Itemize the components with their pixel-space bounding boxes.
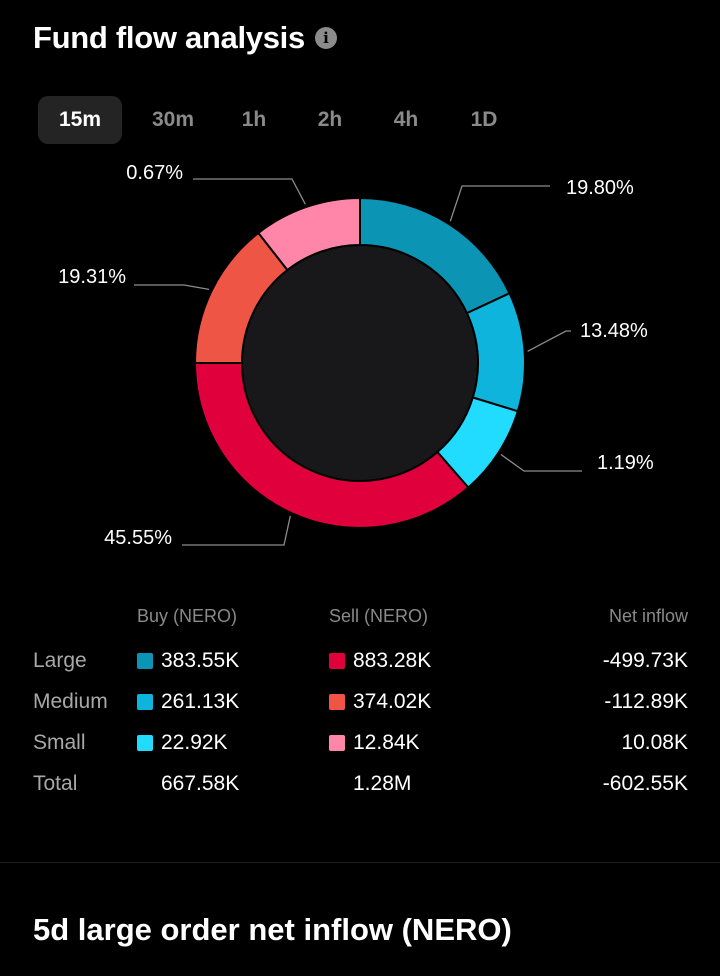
legend-swatch bbox=[329, 735, 345, 751]
donut-center bbox=[242, 245, 478, 481]
row-label: Small bbox=[33, 731, 86, 754]
table-row-small: Small 22.92K 12.84K 10.08K bbox=[0, 731, 720, 772]
donut-slice bbox=[257, 196, 361, 272]
leader-line bbox=[182, 515, 291, 546]
buy-cell: 261.13K bbox=[137, 690, 239, 714]
row-label: Medium bbox=[33, 690, 108, 713]
buy-value: 261.13K bbox=[161, 690, 240, 713]
leader-line bbox=[134, 284, 210, 290]
legend-swatch bbox=[329, 653, 345, 669]
timeframe-tabs: 15m 30m 1h 2h 4h 1D bbox=[38, 96, 514, 144]
page-title: Fund flow analysis bbox=[33, 20, 305, 55]
tab-1d[interactable]: 1D bbox=[470, 108, 498, 131]
buy-cell: 22.92K bbox=[137, 731, 228, 755]
header-sell: Sell (NERO) bbox=[329, 606, 429, 626]
slice-percent-label: 0.67% bbox=[126, 162, 183, 184]
tab-4h[interactable]: 4h bbox=[393, 108, 419, 131]
slice-percent-label: 1.19% bbox=[597, 452, 654, 474]
tab-2h[interactable]: 2h bbox=[317, 108, 343, 131]
legend-swatch bbox=[329, 694, 345, 710]
tab-15m[interactable]: 15m bbox=[38, 96, 122, 144]
slice-percent-label: 19.31% bbox=[58, 266, 126, 288]
leader-line bbox=[527, 330, 571, 352]
sell-value: 374.02K bbox=[353, 690, 432, 713]
table-row-medium: Medium 261.13K 374.02K -112.89K bbox=[0, 690, 720, 731]
fund-flow-donut-chart: 19.80% 13.48% 1.19% 45.55% 19.31% 0.67% bbox=[58, 162, 654, 549]
row-label: Total bbox=[33, 772, 78, 795]
donut-slice bbox=[193, 362, 470, 529]
table-row-large: Large 383.55K 883.28K -499.73K bbox=[0, 649, 720, 690]
header: Fund flow analysis i bbox=[33, 20, 337, 56]
section-divider bbox=[0, 862, 720, 863]
sell-cell: 12.84K bbox=[329, 731, 420, 755]
legend-swatch bbox=[137, 694, 153, 710]
legend-swatch bbox=[137, 653, 153, 669]
net-inflow-value: 10.08K bbox=[621, 731, 688, 754]
leader-line bbox=[500, 453, 582, 472]
header-net-inflow: Net inflow bbox=[608, 606, 688, 626]
table-row-total: Total 667.58K 1.28M -602.55K bbox=[0, 772, 720, 813]
sell-value: 1.28M bbox=[353, 772, 412, 795]
section-title: 5d large order net inflow (NERO) bbox=[33, 912, 512, 947]
tab-1h[interactable]: 1h bbox=[241, 108, 267, 131]
buy-cell: 383.55K bbox=[137, 649, 239, 673]
net-inflow-value: -112.89K bbox=[604, 690, 688, 713]
sell-value: 883.28K bbox=[353, 649, 432, 672]
legend-swatch bbox=[137, 735, 153, 751]
slice-percent-label: 45.55% bbox=[104, 527, 172, 549]
slice-percent-label: 19.80% bbox=[566, 177, 634, 199]
sell-cell: 883.28K bbox=[329, 649, 431, 673]
net-inflow-value: -499.73K bbox=[602, 649, 688, 672]
slice-percent-label: 13.48% bbox=[580, 320, 648, 342]
info-icon[interactable]: i bbox=[314, 27, 337, 49]
buy-value: 667.58K bbox=[161, 772, 240, 795]
tab-30m[interactable]: 30m bbox=[151, 108, 195, 131]
header-buy: Buy (NERO) bbox=[137, 606, 238, 626]
buy-value: 22.92K bbox=[161, 731, 228, 754]
row-label: Large bbox=[33, 649, 87, 672]
sell-value: 12.84K bbox=[353, 731, 420, 754]
buy-value: 383.55K bbox=[161, 649, 240, 672]
leader-line bbox=[449, 185, 550, 222]
leader-line bbox=[193, 178, 306, 205]
net-inflow-value: -602.55K bbox=[602, 772, 688, 795]
sell-cell: 374.02K bbox=[329, 690, 431, 714]
